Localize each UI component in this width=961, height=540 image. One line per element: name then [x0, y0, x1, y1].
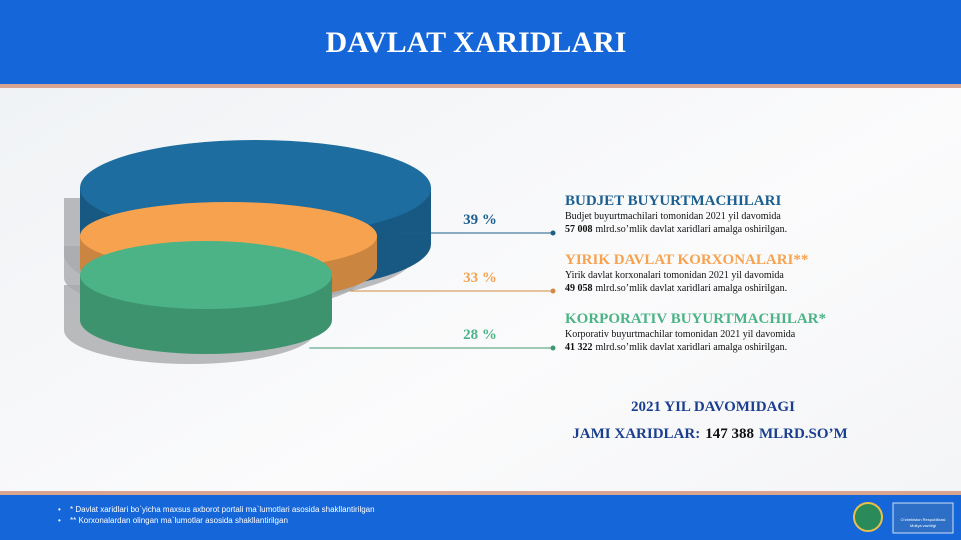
chart: 39 % 33 % 28 %	[64, 140, 556, 364]
description-unit: mlrd.so’mlik davlat xaridlari amalga osh…	[596, 224, 788, 235]
total-line2: JAMI XARIDLAR: 147 388 MLRD.SO’M	[572, 426, 847, 442]
footer-band	[0, 495, 961, 540]
description-amount-line: 49 058 mlrd.so’mlik davlat xaridlari amal…	[565, 283, 787, 294]
description-text: Budjet buyurtmachilari tomonidan 2021 yi…	[565, 211, 781, 222]
description-text: Yirik davlat korxonalari tomonidan 2021 …	[565, 270, 784, 281]
total-line1: 2021 YIL DAVOMIDAGI	[631, 399, 795, 415]
descriptions: BUDJET BUYURTMACHILARI Budjet buyurtmachi…	[565, 193, 826, 353]
value-label: 33 %	[463, 270, 497, 286]
category-heading: YIRIK DAVLAT KORXONALARI**	[565, 252, 808, 268]
description-amount: 57 008	[565, 224, 593, 235]
footnote-bullet: •	[58, 505, 61, 514]
description-amount-line: 41 322 mlrd.so’mlik davlat xaridlari amal…	[565, 342, 787, 353]
category-heading: KORPORATIV BUYURTMACHILAR*	[565, 311, 826, 327]
footer-line	[0, 491, 961, 495]
logo-text: O‘zbekiston Respublikasi	[901, 517, 946, 522]
description-unit: mlrd.so’mlik davlat xaridlari amalga osh…	[596, 342, 788, 353]
header-band	[0, 0, 961, 84]
total-amount: 147 388	[705, 426, 754, 442]
description-text: Korporativ buyurtmachilar tomonidan 2021…	[565, 329, 796, 340]
emblem	[853, 502, 883, 532]
description-unit: mlrd.so’mlik davlat xaridlari amalga osh…	[596, 283, 788, 294]
cylinder-top	[80, 241, 332, 309]
description-amount: 49 058	[565, 283, 593, 294]
leader-dot	[550, 288, 556, 294]
header-line	[0, 84, 961, 88]
footnote-bullet: •	[58, 516, 61, 525]
slide-title: DAVLAT XARIDLARI	[326, 26, 627, 59]
total-label: JAMI XARIDLAR:	[572, 426, 700, 442]
footnote: * Davlat xaridlari bo`yicha maxsus axbor…	[70, 505, 375, 514]
value-label: 39 %	[463, 212, 497, 228]
category-heading: BUDJET BUYURTMACHILARI	[565, 193, 781, 209]
description-amount: 41 322	[565, 342, 593, 353]
leader-dot	[550, 230, 556, 236]
leader-dot	[550, 345, 556, 351]
logo-text: Moliya vazirligi	[910, 523, 936, 528]
total-unit: MLRD.SO’M	[759, 426, 848, 442]
logo-box	[892, 502, 954, 534]
footnote: ** Korxonalardan olingan ma`lumotlar aso…	[70, 516, 288, 525]
value-label: 28 %	[463, 327, 497, 343]
description-amount-line: 57 008 mlrd.so’mlik davlat xaridlari amal…	[565, 224, 787, 235]
